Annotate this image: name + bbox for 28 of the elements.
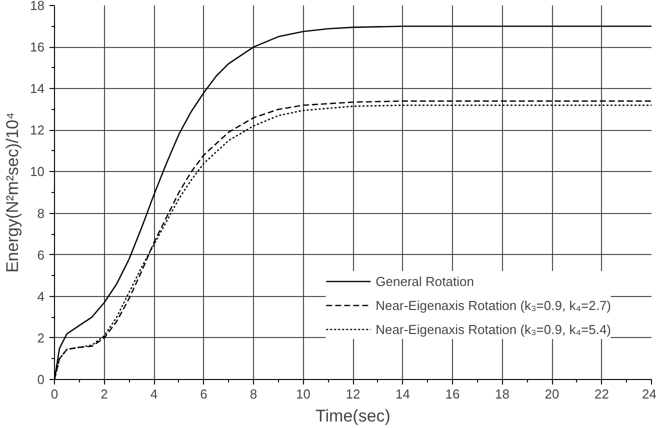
x-tick-label: 0 bbox=[50, 386, 58, 402]
y-tick-label: 0 bbox=[37, 372, 45, 387]
x-tick-label: 14 bbox=[396, 386, 410, 402]
x-tick-label: 24 bbox=[642, 386, 656, 402]
x-tick-label: 8 bbox=[250, 386, 258, 402]
x-tick-label: 2 bbox=[100, 386, 108, 402]
legend-label: Near-Eigenaxis Rotation (k₃=0.9, k₄=2.7) bbox=[376, 298, 611, 312]
x-tick-label: 10 bbox=[296, 386, 310, 402]
x-tick-label: 12 bbox=[346, 386, 360, 402]
y-tick-label: 14 bbox=[30, 81, 45, 96]
legend-label: Near-Eigenaxis Rotation (k₃=0.9, k₄=5.4) bbox=[376, 322, 611, 336]
x-tick-label: 20 bbox=[544, 386, 560, 402]
x-tick-label: 16 bbox=[445, 386, 460, 402]
y-tick-label: 2 bbox=[37, 330, 45, 346]
x-tick-label: 22 bbox=[594, 386, 609, 402]
y-tick-label: 16 bbox=[30, 40, 45, 55]
y-tick-label: 12 bbox=[30, 122, 45, 138]
legend-label: General Rotation bbox=[376, 274, 474, 288]
x-axis-title: Time(sec) bbox=[316, 406, 390, 426]
x-tick-label: 18 bbox=[495, 386, 510, 402]
y-tick-label: 8 bbox=[37, 206, 45, 221]
y-tick-label: 10 bbox=[30, 164, 45, 180]
x-tick-label: 6 bbox=[200, 386, 208, 402]
y-tick-label: 4 bbox=[37, 288, 45, 304]
y-tick-label: 6 bbox=[37, 247, 45, 262]
y-axis-title: Energy(N²m²sec)/10⁴ bbox=[3, 112, 22, 273]
y-tick-label: 18 bbox=[30, 0, 45, 13]
x-tick-label: 4 bbox=[150, 386, 158, 402]
